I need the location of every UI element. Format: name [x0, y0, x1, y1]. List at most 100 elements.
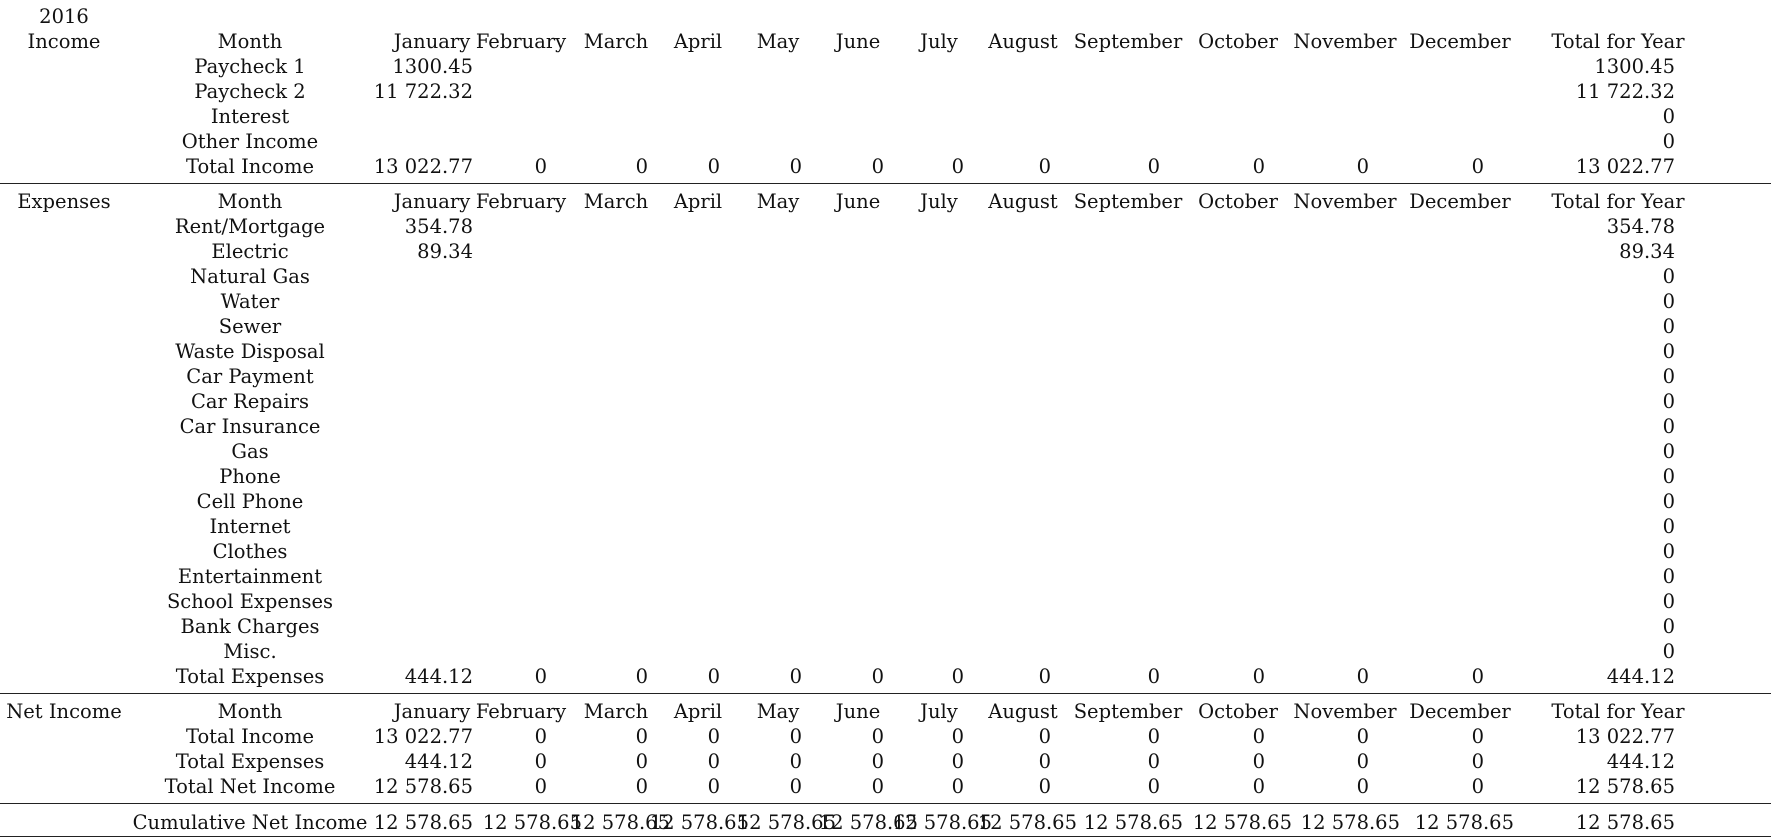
month-header: July	[920, 190, 958, 213]
table-row: Other Income 0	[0, 129, 1771, 154]
month-value: 0	[707, 750, 720, 773]
month-header: December	[1409, 30, 1511, 53]
month-value: 0	[951, 725, 964, 748]
month-value: 0	[1356, 750, 1369, 773]
cumulative-value: 12 578.65	[818, 811, 918, 834]
header-row: Expenses Month January February March April Ma…	[0, 189, 1771, 214]
month-value: 0	[707, 775, 720, 798]
cumulative-value: 12 578.65	[892, 811, 992, 834]
row-label: Entertainment	[177, 565, 323, 588]
table-row: Total Income 13 022.77 0 0 0 0 0 0 0 0 0 0 0 13 022.7…	[0, 724, 1771, 749]
row-label: Natural Gas	[190, 265, 310, 288]
total-for-year-header: Total for Year	[1551, 30, 1685, 53]
year-label: 2016	[39, 5, 89, 28]
cumulative-value: 12 578.65	[1192, 811, 1292, 834]
row-label: Car Payment	[186, 365, 314, 388]
month-value: 0	[1038, 155, 1051, 178]
table-row: Electric 89.34 89.34	[0, 239, 1771, 264]
month-value: 354.78	[404, 215, 473, 238]
month-header: May	[756, 30, 800, 53]
table-row: Internet 0	[0, 514, 1771, 539]
year-total-value: 0	[1662, 440, 1675, 463]
month-value: 0	[871, 725, 884, 748]
month-value: 0	[871, 155, 884, 178]
month-value: 0	[1252, 775, 1265, 798]
year-total-value: 444.12	[1606, 750, 1675, 773]
total-for-year-header: Total for Year	[1551, 700, 1685, 723]
table-row: Paycheck 2 11 722.32 11 722.32	[0, 79, 1771, 104]
section-divider	[0, 693, 1771, 694]
table-row: Total Expenses 444.12 0 0 0 0 0 0 0 0 0 0 0 444.12	[0, 664, 1771, 689]
month-header: December	[1409, 700, 1511, 723]
year-total-value: 0	[1662, 415, 1675, 438]
year-total-value: 11 722.32	[1575, 80, 1675, 103]
row-label: Clothes	[212, 540, 288, 563]
month-value: 444.12	[404, 665, 473, 688]
section-label: Expenses	[17, 190, 111, 213]
month-value: 0	[951, 750, 964, 773]
table-row: Sewer 0	[0, 314, 1771, 339]
month-value: 0	[951, 775, 964, 798]
year-total-value: 0	[1662, 105, 1675, 128]
month-header: October	[1198, 30, 1278, 53]
month-value: 0	[1147, 775, 1160, 798]
month-value: 0	[789, 775, 802, 798]
month-value: 0	[707, 155, 720, 178]
cumulative-value: 12 578.65	[482, 811, 582, 834]
cumulative-value: 12 578.65	[736, 811, 836, 834]
month-value: 0	[789, 725, 802, 748]
month-value: 0	[1356, 775, 1369, 798]
month-header: May	[756, 190, 800, 213]
section-label: Net Income	[6, 700, 122, 723]
month-value: 0	[871, 665, 884, 688]
row-label: Total Expenses	[175, 665, 325, 688]
row-label: Total Income	[185, 155, 315, 178]
month-header: November	[1293, 30, 1397, 53]
row-label: School Expenses	[166, 590, 334, 613]
year-total-value: 444.12	[1606, 665, 1675, 688]
year-total-value: 0	[1662, 465, 1675, 488]
month-value: 0	[534, 750, 547, 773]
month-header: November	[1293, 190, 1397, 213]
cumulative-value: 12 578.65	[373, 811, 473, 834]
month-value: 0	[789, 155, 802, 178]
month-value: 0	[534, 665, 547, 688]
year-total-value: 0	[1662, 490, 1675, 513]
header-row: Income Month January February March April May J…	[0, 29, 1771, 54]
year-total-value: 0	[1662, 615, 1675, 638]
month-column-label: Month	[217, 700, 283, 723]
month-header: August	[988, 190, 1058, 213]
month-value: 0	[1147, 725, 1160, 748]
cumulative-label: Cumulative Net Income	[132, 811, 368, 834]
year-row: 2016	[0, 4, 1771, 29]
row-label: Phone	[219, 465, 281, 488]
month-header: September	[1073, 190, 1183, 213]
year-total-value: 0	[1662, 540, 1675, 563]
month-value: 0	[534, 155, 547, 178]
row-label: Paycheck 2	[194, 80, 306, 103]
year-total-value: 0	[1662, 290, 1675, 313]
month-value: 0	[1356, 725, 1369, 748]
month-value: 0	[707, 725, 720, 748]
table-row: Phone 0	[0, 464, 1771, 489]
cumulative-value: 12 578.65	[977, 811, 1077, 834]
row-label: Interest	[210, 105, 290, 128]
month-value: 0	[1252, 750, 1265, 773]
table-row: Paycheck 1 1300.45 1300.45	[0, 54, 1771, 79]
month-value: 0	[1038, 725, 1051, 748]
month-header: April	[673, 700, 723, 723]
month-header: June	[835, 700, 881, 723]
month-header: June	[835, 190, 881, 213]
month-column-label: Month	[217, 30, 283, 53]
year-total-value: 0	[1662, 365, 1675, 388]
year-total-value: 0	[1662, 130, 1675, 153]
month-value: 89.34	[417, 240, 473, 263]
month-value: 0	[1147, 750, 1160, 773]
table-row: Clothes 0	[0, 539, 1771, 564]
month-header: February	[475, 30, 567, 53]
month-value: 0	[1252, 725, 1265, 748]
month-value: 0	[789, 665, 802, 688]
table-row: Cell Phone 0	[0, 489, 1771, 514]
row-label: Water	[220, 290, 280, 313]
month-value: 11 722.32	[373, 80, 473, 103]
